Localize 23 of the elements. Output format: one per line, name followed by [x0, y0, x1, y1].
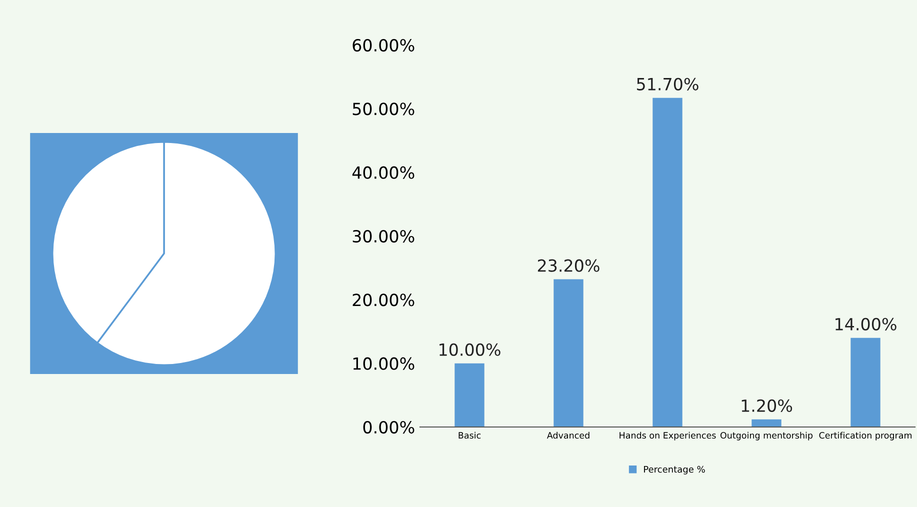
x-tick-label: Hands on Experiences — [620, 432, 716, 440]
data-label: 51.70% — [637, 78, 698, 90]
x-tick-label: Basic — [458, 432, 481, 439]
y-tick-label: 20.00% — [352, 294, 414, 306]
y-tick-label: 40.00% — [352, 166, 414, 179]
x-tick-label: Outgoing mentorship — [720, 432, 813, 440]
data-label: 14.00% — [836, 318, 896, 330]
y-tick-label: 0.00% — [363, 420, 414, 434]
bar — [454, 363, 484, 427]
bar — [652, 98, 682, 427]
legend-label: Percentage % — [644, 466, 705, 474]
y-tick-label: 30.00% — [352, 230, 414, 243]
y-tick-label: 60.00% — [352, 38, 414, 52]
x-tick-label: Certification program — [819, 432, 912, 440]
bar — [554, 279, 584, 427]
y-tick-label: 10.00% — [353, 357, 414, 370]
bar — [752, 419, 782, 427]
x-tick-label: Advanced — [546, 432, 590, 439]
bar — [850, 338, 880, 427]
data-label: 1.20% — [742, 399, 792, 412]
y-tick-label: 50.00% — [352, 102, 414, 116]
data-label: 10.00% — [440, 343, 500, 356]
data-label: 23.20% — [538, 259, 600, 272]
